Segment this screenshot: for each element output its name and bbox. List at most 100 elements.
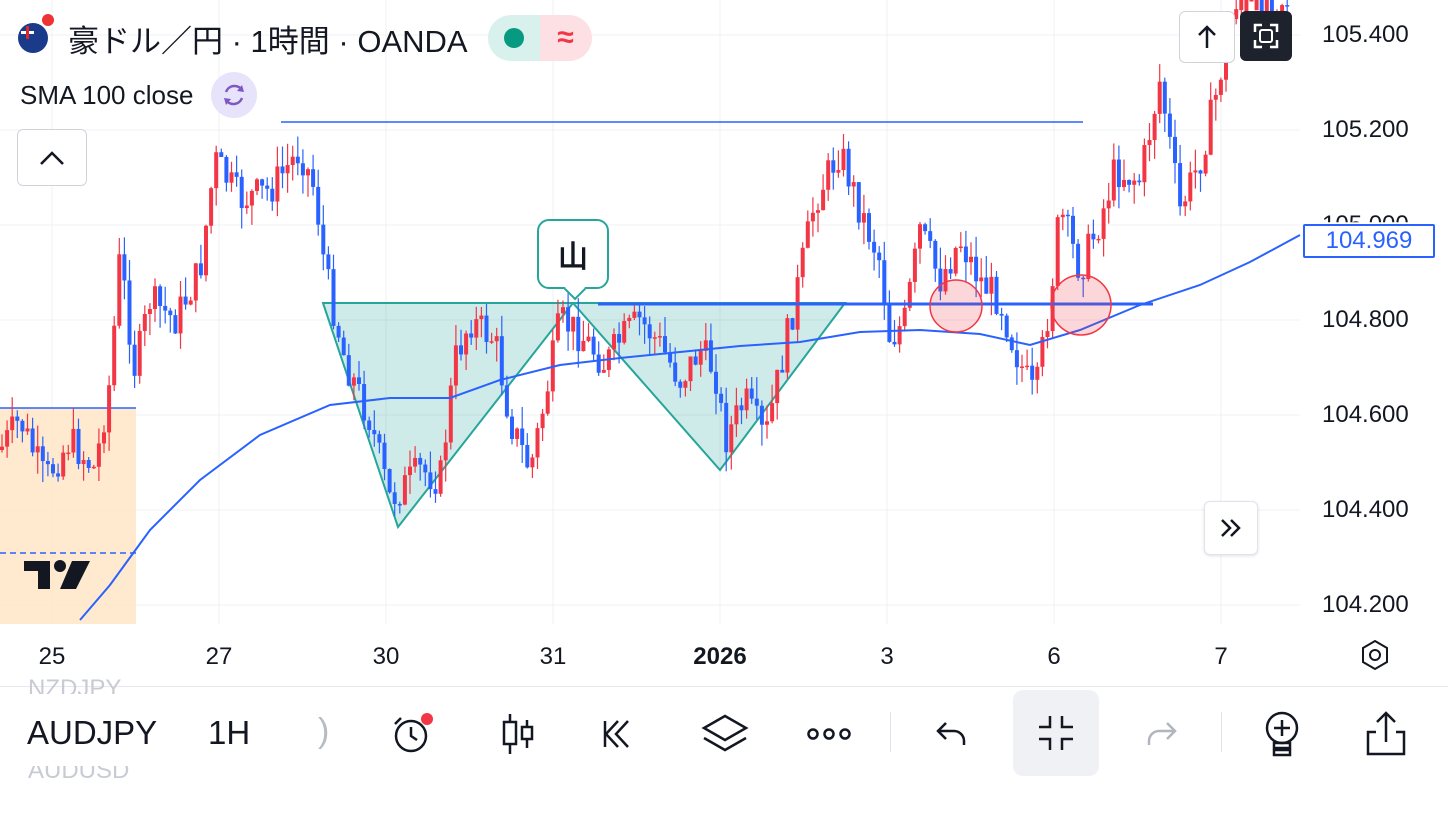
- price-tick: 104.200: [1322, 591, 1409, 618]
- prev-symbol[interactable]: NZDJPY: [28, 675, 122, 694]
- candle-body: [423, 464, 428, 473]
- candle-body: [1009, 337, 1014, 351]
- candle-body: [989, 276, 994, 294]
- candle-body: [418, 457, 423, 465]
- candle-body: [724, 402, 729, 453]
- candle-body: [831, 160, 836, 173]
- candle-body: [1234, 9, 1239, 20]
- object-tree-button[interactable]: [697, 706, 753, 762]
- candle-body: [1086, 233, 1091, 280]
- undo-button[interactable]: [923, 706, 979, 762]
- candle-body: [1045, 331, 1050, 337]
- interval-selector[interactable]: 1H: [208, 714, 251, 751]
- candle-body: [826, 160, 831, 190]
- time-tick: 25: [38, 643, 66, 670]
- candle-body: [846, 148, 851, 187]
- candle-body: [739, 405, 744, 411]
- pattern-label[interactable]: 山: [537, 219, 609, 289]
- collapse-legend-button[interactable]: [17, 129, 87, 186]
- candle-body: [280, 166, 285, 174]
- candle-body: [91, 466, 96, 469]
- chart-title-row[interactable]: 豪ドル／円 · 1時間 · OANDA ≈: [18, 12, 592, 61]
- fullscreen-button[interactable]: [1240, 11, 1292, 61]
- candle-body: [1132, 180, 1137, 185]
- candle-body: [912, 248, 917, 282]
- alert-button[interactable]: [383, 706, 439, 762]
- candle-body: [963, 246, 968, 263]
- candle-body: [673, 362, 678, 382]
- candle-body: [754, 398, 759, 406]
- tradingview-logo: [22, 557, 92, 598]
- axis-settings-icon[interactable]: [1358, 638, 1392, 677]
- candle-body: [351, 377, 356, 386]
- candle-body: [1162, 81, 1167, 114]
- candle-body: [459, 345, 463, 355]
- candle-body: [45, 461, 50, 465]
- candle-body: [1264, 0, 1269, 16]
- candle-body: [469, 333, 474, 338]
- candle-body: [1193, 170, 1198, 173]
- candle-body: [698, 350, 703, 365]
- chart-type-button[interactable]: [490, 706, 546, 762]
- candle-body: [81, 460, 86, 465]
- more-icon: [807, 728, 851, 740]
- candle-body: [474, 319, 479, 338]
- candle-body: [504, 385, 509, 417]
- candle-body: [601, 369, 606, 373]
- candle-body: [5, 430, 10, 447]
- candle-body: [107, 385, 112, 433]
- candle-body: [290, 156, 295, 166]
- candle-body: [851, 182, 856, 187]
- candle-body: [810, 212, 815, 222]
- exit-fullscreen-button[interactable]: [1013, 690, 1099, 776]
- share-button[interactable]: [1358, 706, 1414, 762]
- price-tick: 105.400: [1322, 21, 1409, 48]
- candle-body: [841, 148, 846, 171]
- chevron-up-icon: [40, 150, 64, 165]
- candle-body: [1157, 81, 1162, 114]
- symbol-selector[interactable]: AUDJPY: [27, 714, 158, 751]
- candle-body: [61, 452, 66, 477]
- more-button[interactable]: [801, 706, 857, 762]
- price-tick-hidden: 105.000: [1322, 211, 1409, 222]
- candle-body: [147, 309, 152, 315]
- toolbar-divider: [890, 712, 891, 752]
- candle-body: [515, 428, 520, 439]
- candle-body: [719, 393, 724, 403]
- market-status-pill[interactable]: ≈: [487, 15, 592, 61]
- candle-body: [800, 247, 805, 278]
- candle-body: [285, 165, 290, 174]
- candle-body: [132, 344, 137, 376]
- candle-body: [775, 369, 780, 404]
- candle-body: [683, 381, 688, 388]
- replay-icon: [603, 720, 629, 748]
- candle-body: [122, 254, 127, 281]
- candle-body: [377, 434, 382, 443]
- candle-body: [1213, 94, 1218, 100]
- candle-body: [555, 313, 560, 341]
- candle-body: [1285, 5, 1290, 7]
- candle-body: [239, 176, 244, 209]
- candle-body: [25, 428, 30, 432]
- candle-body: [1065, 214, 1070, 217]
- scroll-up-button[interactable]: [1179, 11, 1235, 63]
- next-symbol[interactable]: AUDUSD: [28, 766, 130, 782]
- scroll-to-realtime-button[interactable]: [1204, 501, 1258, 555]
- candle-body: [1254, 0, 1259, 11]
- price-chart[interactable]: [0, 0, 1448, 686]
- double-chevron-right-icon: [1221, 519, 1241, 537]
- candle-body: [479, 315, 484, 320]
- replay-button[interactable]: [592, 706, 648, 762]
- indicator-legend[interactable]: SMA 100 close: [20, 72, 258, 118]
- candle-body: [489, 341, 494, 343]
- candle-body: [387, 469, 392, 493]
- candle-body: [581, 340, 586, 352]
- candle-body: [979, 277, 984, 282]
- candle-body: [357, 377, 361, 384]
- redo-button[interactable]: [1134, 706, 1190, 762]
- candle-body: [96, 443, 101, 467]
- candle-body: [785, 318, 790, 373]
- candle-body: [1035, 366, 1040, 380]
- candle-body: [1091, 233, 1096, 240]
- add-indicator-button[interactable]: [1254, 706, 1310, 762]
